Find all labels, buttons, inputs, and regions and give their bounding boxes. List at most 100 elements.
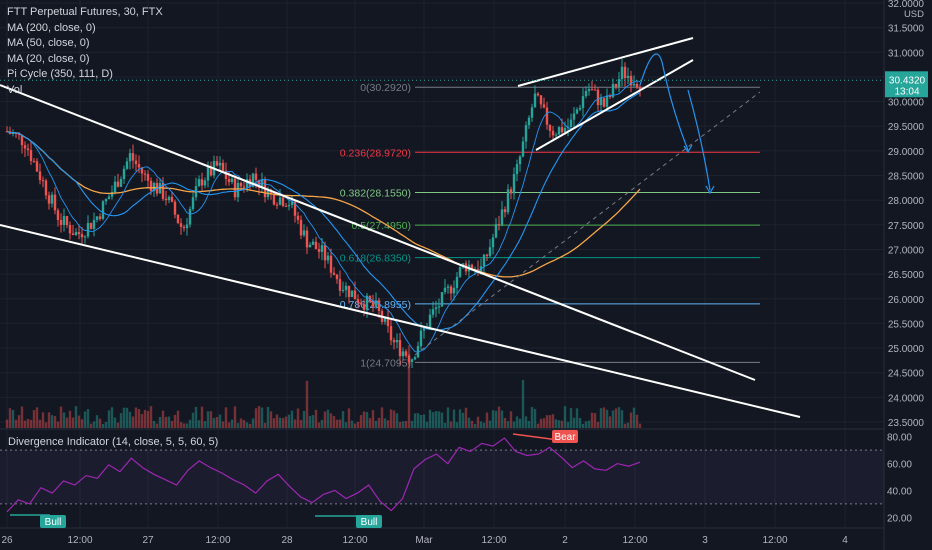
volume-bar <box>242 420 246 428</box>
volume-bar <box>212 417 216 428</box>
candle-body <box>62 216 66 225</box>
candle-body <box>551 130 555 136</box>
candle-body <box>512 174 516 194</box>
volume-bar <box>80 419 84 428</box>
candle-body <box>521 141 525 157</box>
volume-bar <box>236 423 240 428</box>
volume-bar <box>521 379 525 428</box>
price-tick-10: 27.0000 <box>888 245 925 256</box>
volume-bar <box>512 421 516 428</box>
candle-body <box>389 326 393 341</box>
volume-bar <box>89 423 93 428</box>
candle-body <box>77 232 81 235</box>
volume-bar <box>455 422 459 428</box>
volume-bar <box>92 421 96 428</box>
candles <box>5 58 642 369</box>
candle-body <box>377 300 381 312</box>
volume-bar <box>614 408 618 428</box>
volume-bar <box>356 421 360 428</box>
bear-tag-bg <box>552 430 578 443</box>
volume-bar <box>17 415 21 428</box>
candle-body <box>140 167 144 174</box>
projection-arrow-2 <box>705 185 715 195</box>
candle-body <box>245 179 249 188</box>
candle-body <box>491 237 495 248</box>
volume-bar <box>416 413 420 428</box>
legend-ma50[interactable]: MA (50, close, 0) <box>7 37 90 49</box>
candle-body <box>170 196 174 202</box>
candle-body <box>137 164 141 168</box>
volume-bar <box>239 418 243 428</box>
volume-bar <box>77 415 81 428</box>
volume-bar <box>194 406 198 428</box>
volume-bar <box>362 411 366 428</box>
legend-ma20[interactable]: MA (20, close, 0) <box>7 52 90 65</box>
candle-body <box>218 162 222 166</box>
volume-bar <box>635 414 639 428</box>
candle-body <box>167 196 171 201</box>
candle-body <box>353 290 357 300</box>
legend-pi-cycle[interactable]: Pi Cycle (350, 111, D) <box>7 68 113 80</box>
candle-body <box>98 216 102 219</box>
volume-bar <box>140 414 144 428</box>
volume-bar <box>299 419 303 428</box>
volume-bar <box>290 410 294 428</box>
candle-body <box>350 290 354 297</box>
candle-body <box>437 306 441 308</box>
volume-bar <box>533 409 537 428</box>
volume-bar <box>14 419 18 428</box>
volume-bar <box>182 423 186 428</box>
volume-bar <box>467 417 471 428</box>
candle-body <box>80 234 84 238</box>
volume-bar <box>128 411 132 428</box>
volume-bar <box>605 409 609 428</box>
volume-bar <box>74 406 78 428</box>
candle-body <box>134 160 138 165</box>
volume-bar <box>539 418 543 428</box>
candle-body <box>632 83 636 86</box>
legend-vol[interactable]: Vol <box>7 83 23 96</box>
volume-bar <box>629 412 633 428</box>
volume-bar <box>326 409 330 428</box>
volume-bar <box>272 418 276 428</box>
price-tick-1: 31.5000 <box>888 24 925 35</box>
volume-bar <box>251 418 255 428</box>
volume-bar <box>563 406 567 428</box>
volume-bar <box>71 417 75 428</box>
volume-bar <box>152 420 156 428</box>
time-tick-12: 4 <box>842 535 848 546</box>
price-tick-7: 28.5000 <box>888 172 925 183</box>
candle-body <box>230 178 234 182</box>
candle-body <box>44 180 48 196</box>
volume-bar <box>23 420 27 428</box>
time-tick-7: 12:00 <box>481 535 506 546</box>
candle-body <box>332 272 336 275</box>
volume-bar <box>404 421 408 428</box>
volume-bar <box>56 421 60 428</box>
volume-bar <box>233 406 237 428</box>
candle-body <box>392 340 396 343</box>
volume-bar <box>548 415 552 428</box>
wedge-upper-line <box>517 37 694 87</box>
volume-bar <box>452 409 456 428</box>
volume-bar <box>32 410 36 428</box>
candle-body <box>560 127 564 133</box>
candle-body <box>569 119 573 128</box>
last-price-countdown: 13:04 <box>894 86 919 97</box>
legend-ma200[interactable]: MA (200, close, 0) <box>7 21 96 34</box>
volume-bar <box>470 420 474 428</box>
osc-axis: 80.00 60.00 40.00 20.00 <box>887 433 912 525</box>
candle-body <box>308 244 312 248</box>
volume-bar <box>623 423 627 428</box>
volume-bar <box>593 413 597 428</box>
volume-bar <box>311 415 315 428</box>
candle-body <box>221 162 225 171</box>
candle-body <box>164 198 168 201</box>
volume-bar <box>578 418 582 428</box>
volume-bar <box>41 412 45 428</box>
candle-body <box>635 83 639 88</box>
candle-body <box>398 340 402 357</box>
volume-bar <box>155 423 159 428</box>
volume-bar <box>287 414 291 428</box>
